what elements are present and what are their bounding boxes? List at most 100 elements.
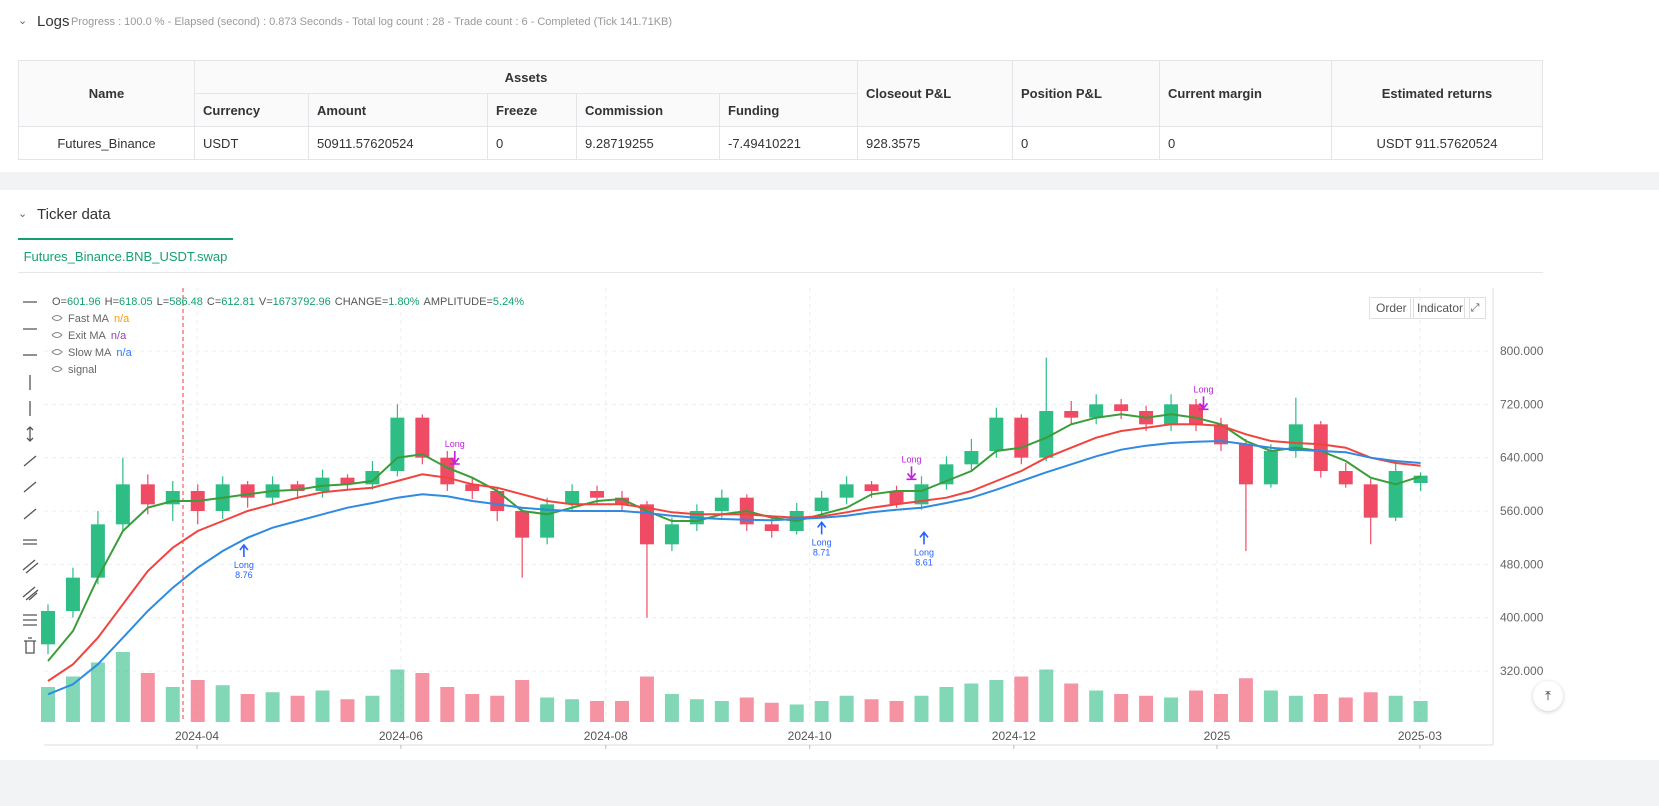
tool-icon[interactable] [23,614,37,626]
signal-label: Long [445,439,465,449]
candle-body [65,577,80,611]
legend-entry[interactable]: Fast MA n/a [68,313,130,325]
volume-bar [839,695,854,722]
candle-body [590,491,605,498]
fullscreen-button[interactable]: ⤢ [1464,297,1486,319]
tool-icon[interactable] [26,426,34,442]
tool-icon[interactable] [23,481,37,493]
x-tick-label: 2025-03 [1398,729,1442,743]
signal-label: Long [914,547,934,557]
header-cell: Funding [719,93,858,127]
collapse-toggle[interactable]: ⌄ [18,15,28,27]
ticker-panel: ⌄ Ticker data Futures_Binance.BNB_USDT.s… [0,190,1659,760]
candle-body [1039,411,1054,458]
candle-body [1363,484,1378,518]
cell: 0 [1159,126,1332,160]
volume-bar [1089,690,1104,722]
candle-body [839,484,854,498]
volume-bar [490,695,505,722]
candle-body [41,611,55,645]
signal-arrow [449,451,460,465]
volume-bar [590,701,605,722]
volume-bar [65,676,80,722]
y-tick-label: 640.000 [1500,451,1544,465]
volume-bar [215,685,230,722]
y-tick-label: 560.000 [1500,504,1544,518]
volume-bar [914,695,929,722]
scroll-top-button[interactable]: ⤒ [1533,681,1563,711]
cell: -7.49410221 [719,126,858,160]
candle-body [889,491,904,505]
collapse-toggle[interactable]: ⌄ [18,208,28,220]
candle-body [1064,411,1079,418]
candle-body [615,497,629,505]
candle-body [140,484,155,505]
x-tick-label: 2024-12 [992,729,1036,743]
candle-body [1189,404,1204,425]
legend-name: Fast MA [68,313,110,325]
signal-arrow [906,466,917,481]
signal-arrow [1198,396,1209,411]
delete-icon[interactable] [24,637,36,654]
tool-icon[interactable] [22,586,39,601]
signal-amount: 8.71 [813,547,831,557]
logs-panel: ⌄ Logs Progress : 100.0 % - Elapsed (sec… [0,0,1659,172]
visibility-icon [51,332,63,338]
volume-bar [315,690,330,722]
signal-amount: 8.61 [915,557,933,567]
legend-entry[interactable]: Exit MA n/a [68,330,127,342]
symbol-tab[interactable]: Futures_Binance.BNB_USDT.swap [18,238,233,273]
x-tick-label: 2024-06 [379,729,423,743]
signal-arrow [239,543,249,557]
candle-body [1413,475,1428,483]
volume-bar [340,699,355,722]
header-cell: Closeout P&L [857,60,1013,127]
legend-entry[interactable]: signal [68,364,97,376]
tab-divider [18,272,1543,273]
ohlc-info: O=601.96 H=618.05 L=586.48 C=612.81 V=167379… [52,296,524,308]
indicator-button[interactable]: Indicator [1410,297,1471,319]
candle-body [1089,404,1104,418]
volume-bar [240,694,255,722]
volume-bar [1164,697,1179,722]
candle-body [90,524,105,578]
candle-body [290,484,305,491]
candle-body [465,484,480,491]
volume-bar [889,701,904,722]
legend-entry[interactable]: Slow MA n/a [68,347,133,359]
cell: 9.28719255 [576,126,720,160]
info-key: C= [207,296,221,308]
ma-line [47,439,1421,696]
y-tick-label: 720.000 [1500,397,1544,411]
volume-bar [789,704,804,722]
candle-body [864,484,879,491]
tool-icon[interactable] [22,559,39,574]
x-tick-label: 2024-08 [584,729,628,743]
header-cell: Commission [576,93,720,127]
candle-body [1213,424,1228,445]
y-tick-label: 320.000 [1500,664,1544,678]
toolbar [22,301,39,654]
candle-body [1288,424,1303,451]
info-value: 618.05 [119,296,153,308]
order-button[interactable]: Order [1369,297,1414,319]
volume-bar [739,697,754,722]
candle-body [440,457,455,485]
volume-bar [1139,695,1154,722]
tool-icon[interactable] [23,508,37,520]
volume-bar [290,695,305,722]
candle-body [1338,471,1353,485]
info-key: CHANGE= [335,296,389,308]
ticker-title: Ticker data [37,206,111,223]
volume-bar [1064,683,1079,722]
volume-bar [1313,694,1328,722]
candle-body [115,484,130,525]
header-cell: Amount [308,93,488,127]
tool-icon[interactable] [23,539,37,545]
volume-bar [1413,701,1428,722]
volume-bar [165,687,180,722]
header-cell: Current margin [1159,60,1332,127]
volume-bar [440,687,455,722]
tool-icon[interactable] [23,455,37,467]
